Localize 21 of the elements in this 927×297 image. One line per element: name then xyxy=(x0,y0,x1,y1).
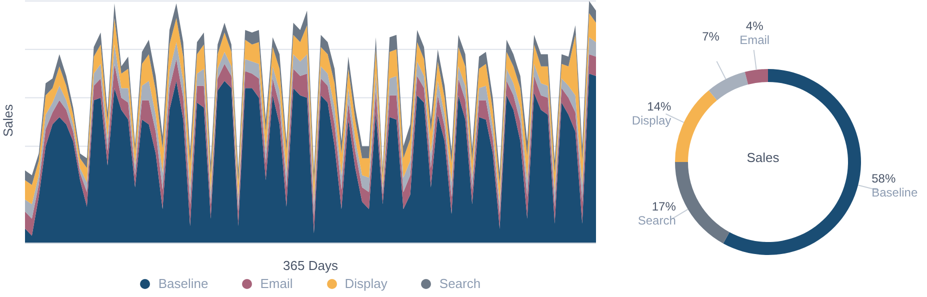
data-label: 17% xyxy=(652,199,676,214)
donut-slice xyxy=(675,90,718,162)
data-label: 58% xyxy=(872,172,896,186)
x-axis-title: 365 Days xyxy=(283,258,338,273)
legend-label: Email xyxy=(259,276,293,291)
y-axis-title: Sales xyxy=(0,103,16,139)
slice-label: Email xyxy=(740,32,770,47)
slice-label: Display xyxy=(632,113,672,128)
donut-slice xyxy=(708,72,748,100)
data-label: 4% xyxy=(746,18,764,33)
slice-label: Search xyxy=(638,213,676,228)
donut-slice xyxy=(744,69,768,85)
data-label: 14% xyxy=(647,99,672,114)
legend-label: Display xyxy=(344,276,388,291)
legend-label: Search xyxy=(438,276,481,291)
data-label: 7% xyxy=(702,30,720,44)
slice-label: Baseline xyxy=(872,186,918,200)
donut-slice xyxy=(723,69,861,255)
legend-label: Baseline xyxy=(157,276,208,291)
text: Sales xyxy=(746,150,780,165)
donut-slice xyxy=(675,162,730,244)
